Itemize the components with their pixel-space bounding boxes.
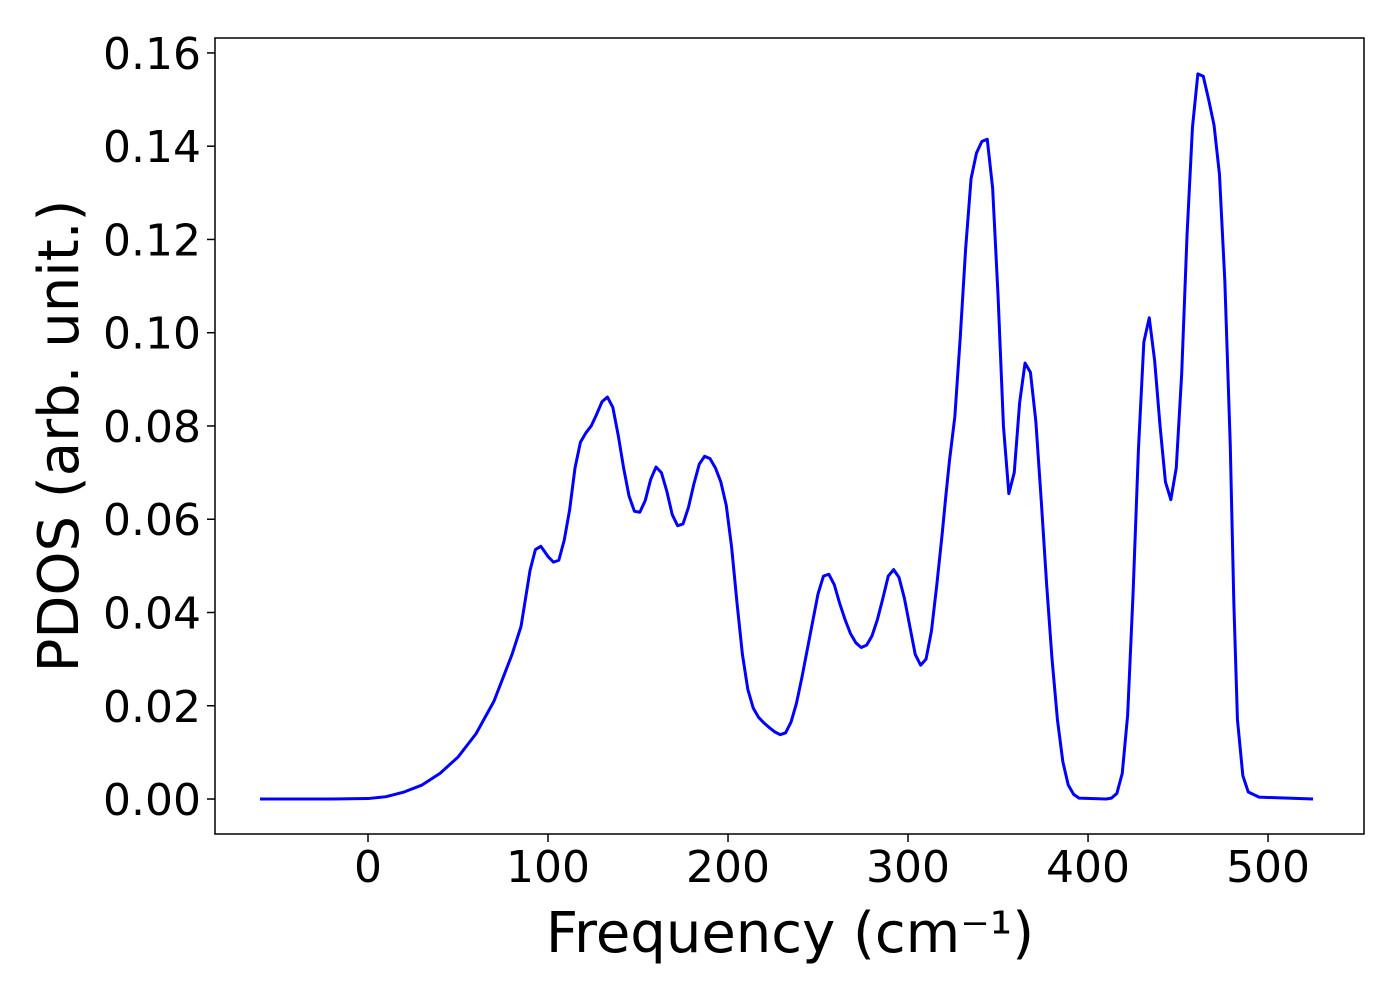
- y-tick-label: 0.04: [103, 589, 201, 640]
- y-tick-label: 0.08: [103, 402, 201, 453]
- data-line: [260, 72, 1314, 801]
- plot-frame: [214, 37, 1365, 835]
- y-tick-label: 0.12: [103, 215, 201, 266]
- y-tick-label: 0.10: [103, 309, 201, 360]
- y-tick-label: 0.06: [103, 495, 201, 546]
- x-tick-label: 100: [506, 842, 590, 893]
- x-axis-label: Frequency (cm⁻¹): [546, 901, 1034, 966]
- x-tick-label: 400: [1046, 842, 1130, 893]
- y-tick-label: 0.02: [103, 682, 201, 733]
- y-tick-label: 0.16: [103, 29, 201, 80]
- x-tick-label: 300: [866, 842, 950, 893]
- y-axis-label: PDOS (arb. unit.): [27, 200, 92, 673]
- x-tick-label: 200: [686, 842, 770, 893]
- x-tick-label: 0: [354, 842, 382, 893]
- y-tick-label: 0.14: [103, 122, 201, 173]
- y-tick-label: 0.00: [103, 775, 201, 826]
- x-tick-label: 500: [1226, 842, 1310, 893]
